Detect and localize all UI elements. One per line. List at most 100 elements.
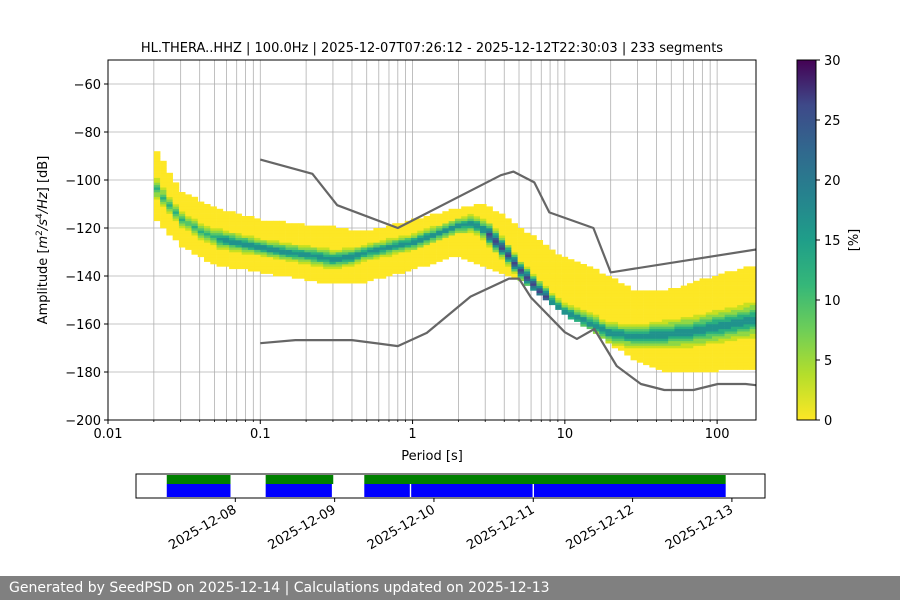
heatmap-cell [172, 228, 180, 231]
heatmap-cell [429, 232, 437, 236]
heatmap-cell [185, 194, 192, 198]
heatmap-cell [342, 254, 349, 258]
heatmap-cell [661, 304, 669, 308]
heatmap-cell [298, 247, 305, 250]
heatmap-cell [730, 360, 738, 363]
heatmap-cell [749, 345, 756, 349]
heatmap-cell [329, 256, 337, 260]
heatmap-cell [354, 280, 362, 284]
heatmap-cell [436, 252, 443, 255]
heatmap-cell [705, 283, 713, 286]
heatmap-cell [724, 312, 732, 315]
heatmap-cell [153, 172, 161, 176]
heatmap-cell [555, 285, 562, 289]
heatmap-cell [749, 319, 756, 322]
heatmap-cell [348, 237, 355, 241]
heatmap-cell [749, 273, 756, 277]
heatmap-cell [555, 259, 562, 262]
heatmap-cell [285, 244, 293, 248]
heatmap-cell [486, 208, 493, 212]
heatmap-cell [454, 244, 462, 248]
heatmap-cell [599, 288, 606, 291]
heatmap-cell [743, 271, 751, 274]
heatmap-cell [197, 220, 205, 224]
heatmap-cell [342, 247, 349, 250]
heatmap-cell [379, 244, 387, 248]
heatmap-cell [618, 304, 625, 308]
heatmap-cell [580, 309, 587, 313]
heatmap-cell [323, 237, 330, 241]
heatmap-cell [279, 242, 286, 246]
heatmap-cell [636, 295, 644, 298]
heatmap-cell [661, 340, 669, 344]
heatmap-cell [724, 362, 732, 366]
heatmap-cell [624, 324, 631, 327]
heatmap-cell [486, 228, 493, 231]
heatmap-cell [480, 206, 487, 210]
heatmap-cell [655, 290, 663, 294]
heatmap-cell [492, 211, 500, 214]
heatmap-cell [379, 268, 387, 272]
heatmap-cell [749, 297, 756, 301]
heatmap-cell [699, 355, 707, 358]
heatmap-cell [737, 292, 744, 296]
heatmap-cell [185, 211, 192, 214]
heatmap-cell [586, 321, 594, 325]
heatmap-cell [674, 324, 682, 327]
heatmap-cell [480, 232, 487, 236]
heatmap-cell [737, 367, 744, 370]
heatmap-cell [210, 211, 217, 214]
heatmap-cell [599, 326, 606, 330]
heatmap-cell [166, 182, 173, 186]
heatmap-cell [398, 235, 406, 238]
heatmap-cell [436, 237, 443, 241]
heatmap-cell [210, 237, 217, 241]
heatmap-cell [461, 249, 468, 253]
heatmap-cell [310, 230, 318, 234]
heatmap-cell [643, 314, 650, 318]
heatmap-cell [674, 290, 682, 294]
heatmap-cell [172, 208, 180, 212]
heatmap-cell [611, 340, 619, 344]
heatmap-cell [461, 211, 468, 214]
heatmap-cell [191, 242, 199, 246]
heatmap-cell [229, 216, 236, 219]
heatmap-cell [592, 295, 600, 298]
heatmap-cell [392, 223, 399, 226]
heatmap-cell [586, 316, 594, 320]
heatmap-cell [743, 314, 751, 318]
heatmap-cell [586, 300, 594, 303]
heatmap-cell [385, 235, 393, 238]
heatmap-cell [304, 230, 311, 234]
heatmap-cell [724, 348, 732, 351]
heatmap-cell [730, 314, 738, 318]
heatmap-cell [730, 326, 738, 330]
heatmap-cell [216, 254, 224, 258]
heatmap-cell [235, 213, 242, 217]
heatmap-cell [216, 244, 224, 248]
heatmap-cell [367, 271, 374, 274]
heatmap-cell [316, 268, 324, 272]
psd-plot: 0.01 0.1 1 10 100 −60−80−100−120−140−160−180… [65, 59, 757, 442]
heatmap-cell [523, 247, 531, 250]
heatmap-cell [498, 230, 506, 234]
heatmap-cell [480, 261, 487, 265]
heatmap-cell [285, 240, 293, 243]
heatmap-cell [461, 218, 468, 222]
heatmap-cell [687, 319, 694, 322]
heatmap-cell [674, 328, 682, 332]
heatmap-cell [599, 336, 606, 339]
heatmap-cell [323, 228, 330, 231]
heatmap-cell [241, 259, 249, 262]
heatmap-cell [699, 307, 707, 310]
heatmap-cell [329, 235, 337, 238]
heatmap-cell [649, 328, 656, 332]
heatmap-cell [454, 228, 462, 231]
heatmap-cell [398, 242, 406, 246]
heatmap-cell [480, 247, 487, 250]
heatmap-cell [254, 247, 261, 250]
heatmap-cell [291, 240, 299, 243]
heatmap-cell [542, 292, 550, 296]
heatmap-cell [291, 266, 299, 270]
heatmap-cell [668, 300, 675, 303]
